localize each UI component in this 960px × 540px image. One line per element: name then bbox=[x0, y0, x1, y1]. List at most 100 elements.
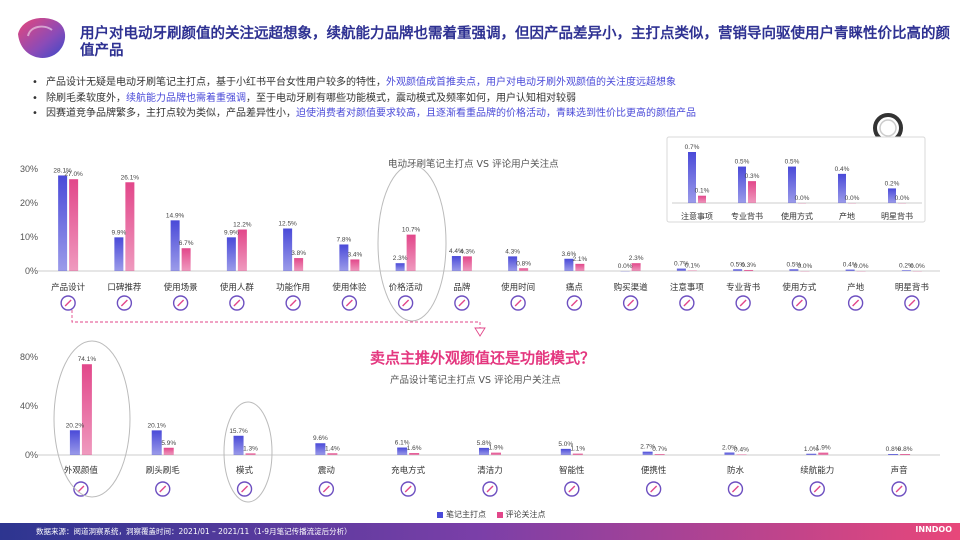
category-label: 使用方式 bbox=[782, 282, 817, 293]
bar-series1 bbox=[642, 451, 653, 455]
category-label: 声音 bbox=[891, 465, 909, 476]
bar-series1 bbox=[315, 443, 326, 455]
mode-icon bbox=[236, 481, 253, 497]
category-label: 使用时间 bbox=[501, 282, 535, 293]
category-label: 痛点 bbox=[566, 282, 584, 293]
doctor-icon bbox=[735, 295, 751, 311]
bar-series2 bbox=[125, 182, 135, 271]
inset-data-label: 0.1% bbox=[695, 188, 710, 195]
inset-data-label: 0.0% bbox=[795, 195, 810, 202]
bar-series1 bbox=[114, 237, 124, 271]
data-label: 4.3% bbox=[505, 248, 520, 255]
experience-icon bbox=[341, 295, 358, 311]
bar-series1 bbox=[888, 454, 899, 455]
data-label: 0.0% bbox=[910, 263, 925, 270]
bullet-highlight: 迫使消费者对颜值要求较高，且逐渐看重品牌的价格活动，青睐选到性价比更高的颜值产品 bbox=[296, 108, 696, 119]
bullet-text: 因赛道竞争品牌繁多，主打点较为类似，产品差异性小， bbox=[46, 108, 296, 119]
design-icon bbox=[60, 295, 76, 311]
tooth-function-icon bbox=[285, 295, 301, 311]
bar-series1 bbox=[845, 269, 855, 271]
bar-series1 bbox=[170, 220, 180, 271]
bar-series1 bbox=[151, 430, 162, 455]
used-icon bbox=[791, 295, 808, 311]
waterproof-icon bbox=[727, 481, 744, 497]
bar-series1 bbox=[58, 175, 68, 271]
category-label: 防水 bbox=[727, 465, 745, 476]
data-label: 7.8% bbox=[336, 236, 351, 243]
inset-category-label: 使用方式 bbox=[781, 211, 813, 221]
bar-series2 bbox=[409, 453, 420, 455]
inset-data-label: 0.0% bbox=[895, 195, 910, 202]
data-label: 12.2% bbox=[233, 222, 252, 229]
data-label: 2.1% bbox=[572, 256, 587, 263]
inset-data-label: 0.5% bbox=[735, 159, 750, 166]
bar-series2 bbox=[81, 364, 92, 455]
category-label: 外观颜值 bbox=[64, 465, 99, 476]
category-label: 震动 bbox=[318, 465, 336, 476]
highlight-appearance bbox=[53, 340, 131, 498]
category-label: 产品设计 bbox=[51, 282, 86, 293]
footer-source: 数据来源：阅道洞察系统，洞察覆盖时间：2021/01 – 2021/11（1-9… bbox=[36, 527, 352, 536]
chart2-title: 产品设计笔记主打点 VS 评论用户关注点 bbox=[390, 375, 561, 386]
highlight-price-activity bbox=[377, 164, 447, 322]
brush-head-icon bbox=[155, 481, 171, 497]
bar-series2 bbox=[631, 263, 641, 271]
inset-data-label: 0.2% bbox=[885, 180, 900, 187]
inset-bar-series2 bbox=[698, 195, 706, 203]
category-label: 品牌 bbox=[453, 282, 471, 293]
inset-bar-series1 bbox=[688, 152, 696, 203]
bar-series1 bbox=[806, 453, 817, 455]
inset-data-label: 0.3% bbox=[745, 173, 760, 180]
cleaning-icon bbox=[482, 481, 498, 497]
data-label: 1.9% bbox=[816, 445, 831, 452]
data-label: 4.4% bbox=[449, 248, 464, 255]
data-label: 1.1% bbox=[570, 446, 585, 453]
footer-bar: 数据来源：阅道洞察系统，洞察覆盖时间：2021/01 – 2021/11（1-9… bbox=[0, 523, 960, 540]
inset-category-label: 明星背书 bbox=[881, 211, 913, 221]
bar-series1 bbox=[560, 448, 571, 455]
category-label: 智能性 bbox=[559, 465, 585, 476]
data-label: 1.0% bbox=[804, 446, 819, 453]
data-label: 3.4% bbox=[347, 251, 362, 258]
bullet-text: 除刷毛柔软度外， bbox=[46, 92, 126, 104]
data-label: 9.9% bbox=[224, 229, 239, 236]
inset-category-label: 注意事项 bbox=[681, 211, 713, 221]
y-tick-label: 80% bbox=[20, 352, 38, 362]
data-label: 0.7% bbox=[652, 446, 667, 453]
bar-series2 bbox=[818, 452, 829, 455]
data-label: 5.8% bbox=[477, 440, 492, 447]
legend-label: 笔记主打点 bbox=[446, 510, 486, 519]
data-label: 0.5% bbox=[786, 261, 801, 268]
inset-bar-series1 bbox=[888, 188, 896, 203]
y-tick-label: 30% bbox=[20, 164, 38, 174]
data-label: 0.0% bbox=[797, 263, 812, 270]
sound-icon bbox=[891, 481, 907, 497]
data-label: 27.0% bbox=[64, 171, 83, 178]
bar-series2 bbox=[491, 452, 501, 455]
highlight-mode bbox=[223, 401, 273, 503]
bar-series2 bbox=[744, 269, 754, 271]
target-icon bbox=[566, 295, 583, 311]
location-pin-icon bbox=[847, 295, 864, 311]
data-label: 1.6% bbox=[407, 445, 422, 452]
legend-item-series1: 笔记主打点 bbox=[437, 510, 486, 519]
data-label: 3.8% bbox=[291, 250, 306, 257]
bullet-3: 因赛道竞争品牌繁多，主打点较为类似，产品差异性小，迫使消费者对颜值要求较高，且逐… bbox=[30, 106, 910, 122]
bullet-highlight: 外观颜值成首推卖点，用户对电动牙刷外观颜值的关注度远超想象 bbox=[386, 77, 676, 88]
page-title: 用户对电动牙刷颜值的关注远超想象，续航能力品牌也需着重强调，但因产品差异小，主打… bbox=[80, 26, 950, 59]
bar-series2 bbox=[163, 447, 174, 455]
data-label: 2.7% bbox=[640, 444, 655, 451]
inset-category-label: 专业背书 bbox=[731, 211, 763, 221]
data-label: 0.8% bbox=[516, 260, 531, 267]
data-label: 74.1% bbox=[78, 356, 97, 363]
price-tag-icon bbox=[397, 295, 414, 311]
bar-series1 bbox=[69, 430, 80, 455]
shop-icon bbox=[622, 295, 639, 311]
bar-series1 bbox=[789, 269, 799, 271]
category-label: 注意事项 bbox=[670, 282, 705, 293]
bar-series1 bbox=[676, 268, 686, 271]
vibration-icon bbox=[318, 481, 335, 497]
data-label: 26.1% bbox=[121, 174, 140, 181]
data-label: 9.9% bbox=[111, 229, 126, 236]
